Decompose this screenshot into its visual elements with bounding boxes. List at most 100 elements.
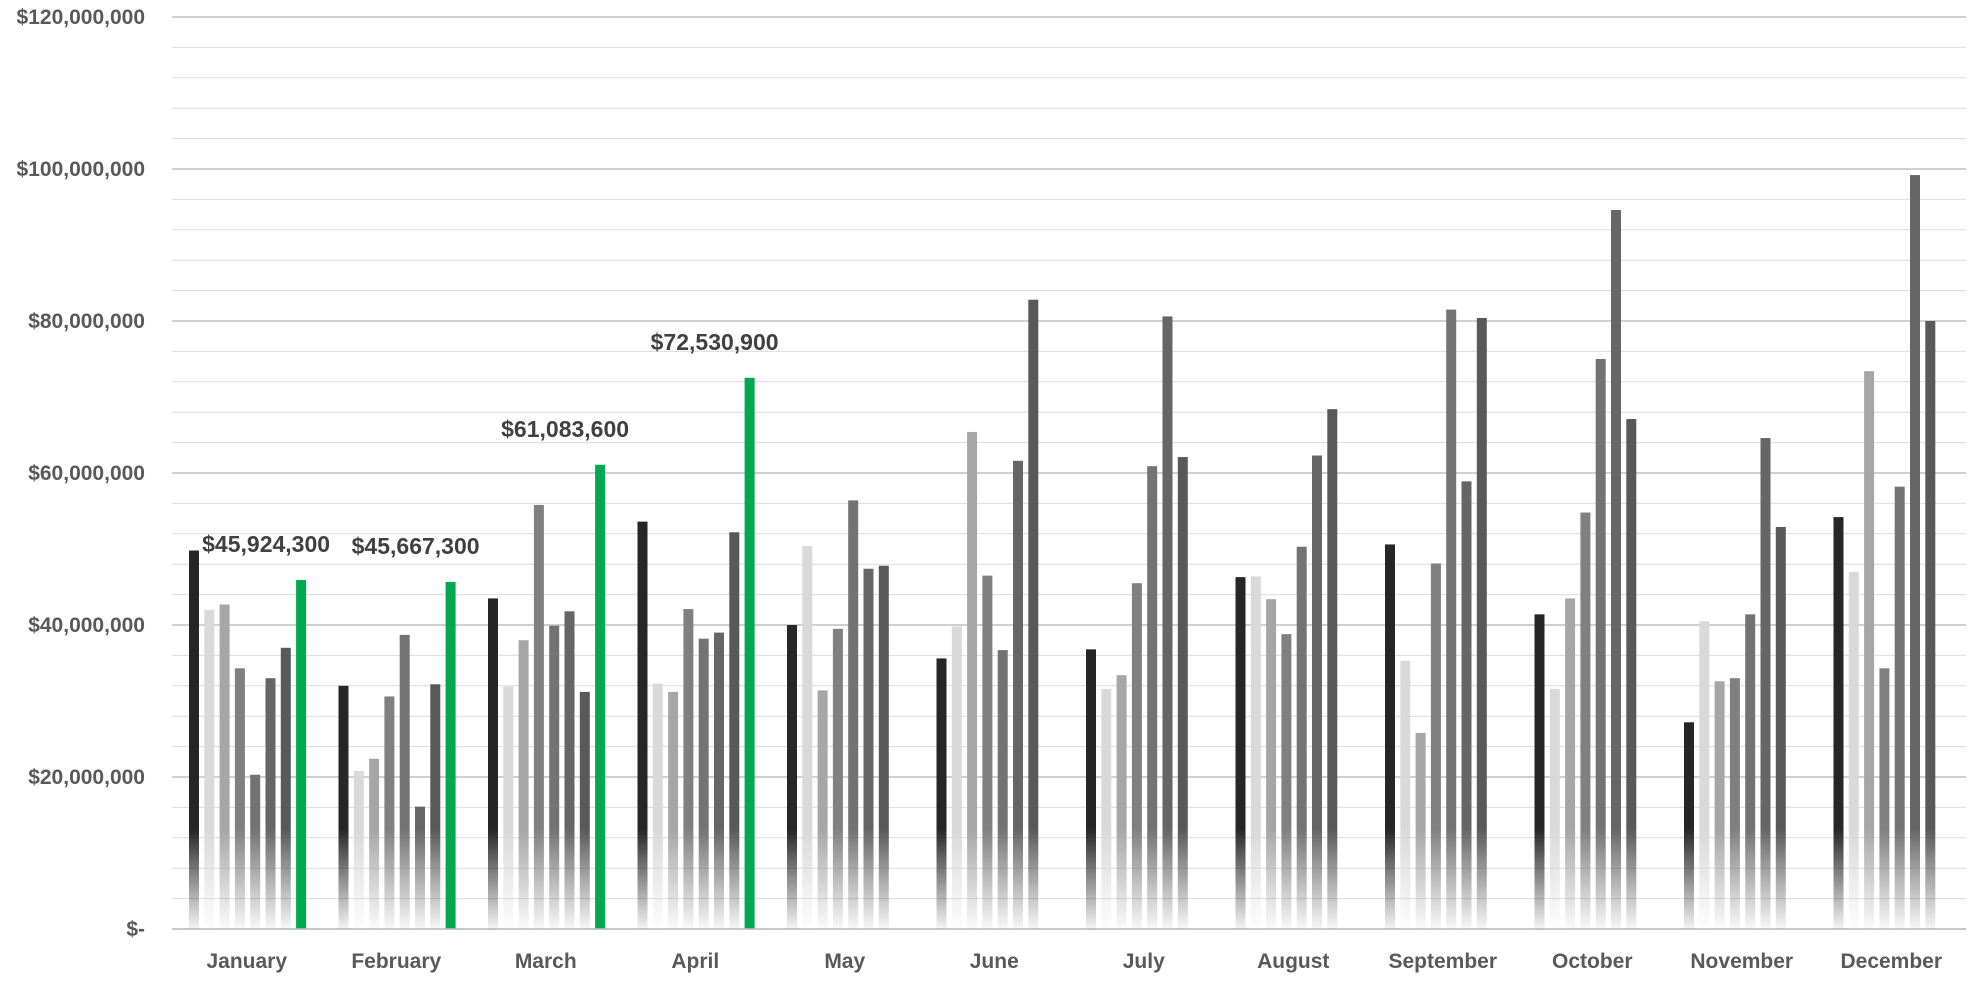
bar: [579, 691, 590, 929]
bar: [1626, 419, 1637, 929]
bar: [1101, 688, 1112, 929]
y-tick-label: $100,000,000: [17, 158, 145, 181]
bar: [637, 521, 648, 929]
bar: [430, 684, 441, 929]
bar: [1028, 299, 1039, 930]
bar-group-october: [1534, 210, 1637, 930]
y-tick-label: $80,000,000: [28, 310, 145, 333]
bar: [1147, 466, 1158, 929]
bar: [564, 611, 575, 929]
bar: [265, 678, 276, 929]
bar: [1281, 634, 1292, 929]
bar: [1131, 583, 1142, 929]
bar: [384, 696, 395, 929]
x-category-label: July: [1123, 950, 1165, 973]
bar: [219, 604, 230, 929]
bar: [369, 758, 380, 929]
data-labels: $45,924,300 $45,667,300 $61,083,600 $72,530…: [202, 329, 778, 559]
bar-group-january: [189, 550, 307, 929]
bar: [1446, 309, 1457, 930]
bar: [1894, 486, 1905, 929]
bar: [1385, 544, 1395, 929]
bar: [652, 683, 663, 929]
bar: [817, 690, 828, 929]
bar: [1327, 409, 1338, 929]
highlight-bar: [445, 581, 456, 929]
bar: [399, 634, 410, 929]
bar: [863, 568, 874, 929]
x-category-label: May: [824, 950, 865, 973]
y-tick-label: $-: [126, 918, 145, 941]
bar: [1879, 668, 1890, 929]
bar: [1235, 577, 1246, 929]
bar: [848, 500, 859, 929]
bar: [338, 685, 349, 929]
bar: [488, 598, 498, 929]
x-category-label: April: [671, 950, 719, 973]
bar: [787, 625, 797, 929]
bar: [503, 686, 514, 929]
x-category-label: December: [1840, 950, 1942, 973]
x-category-label: June: [970, 950, 1019, 973]
bar-group-march: [488, 464, 606, 929]
bar-group-november: [1684, 438, 1786, 929]
bar: [1595, 359, 1606, 929]
bar: [1400, 660, 1411, 929]
highlight-data-label: $45,924,300: [202, 531, 330, 557]
bar: [250, 774, 261, 929]
bar: [668, 691, 679, 929]
bar: [1162, 316, 1173, 929]
bar: [1684, 722, 1694, 929]
bar: [832, 628, 843, 929]
x-category-label: January: [206, 950, 287, 973]
bar: [1013, 460, 1023, 929]
highlight-data-label: $61,083,600: [501, 416, 629, 442]
bar: [1714, 681, 1725, 929]
bar: [189, 550, 199, 929]
bar: [1430, 563, 1441, 929]
bar: [1250, 576, 1261, 929]
bar: [936, 658, 947, 929]
x-category-label: October: [1552, 950, 1633, 973]
x-axis-category-labels: January February March April May June July Augu…: [206, 950, 1942, 973]
bar: [1177, 457, 1188, 929]
bar: [1534, 614, 1545, 929]
bar-group-february: [338, 581, 456, 929]
bar: [1266, 599, 1277, 929]
bar: [1611, 210, 1621, 930]
bar-group-july: [1086, 316, 1188, 929]
bar: [1775, 526, 1786, 929]
x-category-label: February: [351, 950, 441, 973]
bar: [729, 532, 740, 929]
bar-group-april: [637, 377, 755, 930]
highlight-bar: [744, 377, 755, 930]
bar: [1549, 688, 1560, 929]
bar: [1116, 675, 1127, 929]
bar: [982, 575, 993, 929]
bar: [1848, 571, 1859, 929]
x-category-label: March: [515, 950, 577, 973]
bar: [415, 806, 425, 929]
bar: [549, 625, 560, 929]
bar-group-august: [1235, 409, 1338, 929]
highlight-bar: [595, 464, 606, 929]
bar-group-may: [787, 500, 889, 929]
y-tick-label: $40,000,000: [28, 614, 145, 637]
bars: [189, 175, 1936, 930]
highlight-data-label: $72,530,900: [651, 329, 779, 355]
x-category-label: November: [1690, 950, 1793, 973]
bar: [1086, 649, 1096, 929]
bar: [1910, 175, 1920, 929]
highlight-bar: [296, 579, 307, 929]
bar-group-september: [1385, 309, 1487, 930]
bar: [280, 647, 291, 929]
bar: [683, 609, 694, 929]
bar: [1699, 621, 1710, 929]
bar: [698, 638, 709, 929]
bar: [1415, 732, 1426, 929]
x-category-label: August: [1257, 950, 1329, 973]
bar: [204, 609, 215, 929]
bar: [1580, 512, 1591, 929]
bar: [1476, 317, 1487, 930]
